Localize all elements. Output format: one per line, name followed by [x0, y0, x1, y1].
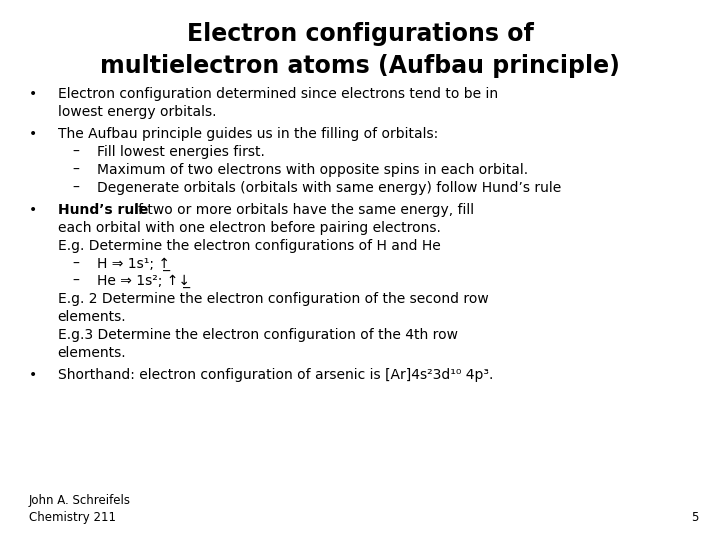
Text: –: – [72, 274, 79, 288]
Text: The Aufbau principle guides us in the filling of orbitals:: The Aufbau principle guides us in the fi… [58, 127, 438, 141]
Text: elements.: elements. [58, 346, 126, 360]
Text: elements.: elements. [58, 310, 126, 324]
Text: Maximum of two electrons with opposite spins in each orbital.: Maximum of two electrons with opposite s… [97, 163, 528, 177]
Text: He ⇒ 1s²; ↑↓̲: He ⇒ 1s²; ↑↓̲ [97, 274, 190, 288]
Text: Hund’s rule: Hund’s rule [58, 203, 148, 217]
Text: Electron configuration determined since electrons tend to be in: Electron configuration determined since … [58, 87, 498, 102]
Text: •: • [29, 203, 37, 217]
Text: H ⇒ 1s¹; ↑̲: H ⇒ 1s¹; ↑̲ [97, 256, 170, 271]
Text: John A. Schreifels
Chemistry 211: John A. Schreifels Chemistry 211 [29, 494, 131, 524]
Text: –: – [72, 256, 79, 271]
Text: each orbital with one electron before pairing electrons.: each orbital with one electron before pa… [58, 221, 441, 235]
Text: : If two or more orbitals have the same energy, fill: : If two or more orbitals have the same … [125, 203, 474, 217]
Text: E.g. 2 Determine the electron configuration of the second row: E.g. 2 Determine the electron configurat… [58, 292, 488, 306]
Text: •: • [29, 368, 37, 382]
Text: lowest energy orbitals.: lowest energy orbitals. [58, 105, 216, 119]
Text: –: – [72, 145, 79, 159]
Text: E.g.3 Determine the electron configuration of the 4th row: E.g.3 Determine the electron configurati… [58, 328, 458, 342]
Text: multielectron atoms (Aufbau principle): multielectron atoms (Aufbau principle) [100, 54, 620, 78]
Text: Fill lowest energies first.: Fill lowest energies first. [97, 145, 265, 159]
Text: E.g. Determine the electron configurations of H and He: E.g. Determine the electron configuratio… [58, 239, 441, 253]
Text: •: • [29, 127, 37, 141]
Text: Shorthand: electron configuration of arsenic is [Ar]4s²3d¹⁰ 4p³.: Shorthand: electron configuration of ars… [58, 368, 493, 382]
Text: •: • [29, 87, 37, 102]
Text: –: – [72, 181, 79, 195]
Text: Electron configurations of: Electron configurations of [186, 22, 534, 45]
Text: –: – [72, 163, 79, 177]
Text: Degenerate orbitals (orbitals with same energy) follow Hund’s rule: Degenerate orbitals (orbitals with same … [97, 181, 562, 195]
Text: 5: 5 [691, 511, 698, 524]
